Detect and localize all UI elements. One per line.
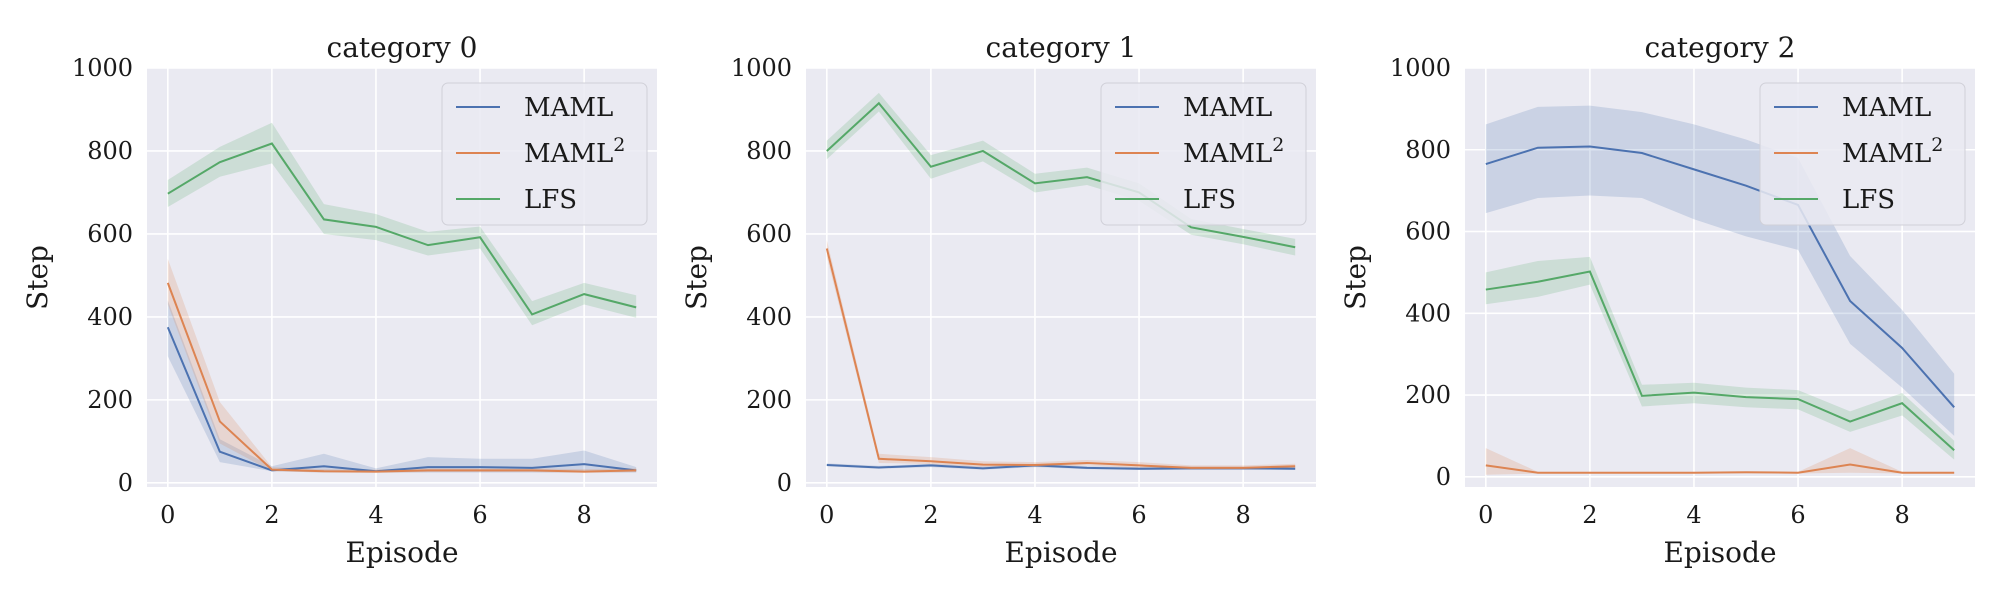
y-axis-label: Step xyxy=(680,245,713,310)
series-line-1 xyxy=(1485,463,1955,474)
legend-label-1: MAML2 xyxy=(1842,134,1943,169)
series-band-0 xyxy=(1485,105,1955,436)
x-axis-label: Episode xyxy=(345,536,458,569)
plot-marks xyxy=(166,122,637,473)
y-tick-label: 0 xyxy=(118,469,133,497)
x-tick-label: 8 xyxy=(1895,501,1910,529)
series-line-2 xyxy=(1485,270,1955,451)
x-tick-label: 4 xyxy=(1686,501,1701,529)
chart-title: category 2 xyxy=(1645,31,1796,64)
y-tick-label: 800 xyxy=(87,137,133,165)
y-tick-label: 200 xyxy=(87,386,133,414)
x-tick-label: 0 xyxy=(160,501,175,529)
legend-box xyxy=(441,82,648,226)
legend-label-text: LFS xyxy=(1842,185,1895,215)
series-line-1 xyxy=(825,248,1296,469)
legend-label-1: MAML2 xyxy=(524,134,625,169)
legend-label-text: LFS xyxy=(1183,185,1236,215)
x-tick-label: 2 xyxy=(1582,501,1597,529)
x-tick-label: 4 xyxy=(368,501,383,529)
y-tick-label: 400 xyxy=(87,303,133,331)
x-tick-label: 6 xyxy=(1131,501,1146,529)
series-band-2 xyxy=(1485,256,1955,460)
x-tick-label: 0 xyxy=(1478,501,1493,529)
y-tick-label: 1000 xyxy=(72,54,133,82)
x-tick-label: 2 xyxy=(923,501,938,529)
legend-label-0: MAML xyxy=(1183,93,1272,123)
legend-label-text: MAML xyxy=(1183,139,1272,169)
legend-label-2: LFS xyxy=(1842,185,1895,215)
legend-label-2: LFS xyxy=(524,185,577,215)
series-band-1 xyxy=(1485,448,1955,475)
legend-label-text: MAML xyxy=(1183,93,1272,123)
y-axis-label: Step xyxy=(21,245,54,310)
x-tick-label: 0 xyxy=(819,501,834,529)
legend-label-text: MAML xyxy=(524,93,613,123)
y-tick-label: 800 xyxy=(1405,136,1451,164)
legend-label-0: MAML xyxy=(524,93,613,123)
series-band-0 xyxy=(167,300,637,473)
plot-marks xyxy=(1485,105,1955,475)
y-tick-label: 200 xyxy=(1405,381,1451,409)
legend-label-text: MAML xyxy=(1842,139,1931,169)
legend-label-superscript: 2 xyxy=(1931,134,1943,156)
legend-label-text: LFS xyxy=(524,185,577,215)
x-tick-label: 4 xyxy=(1027,501,1042,529)
legend-label-text: MAML xyxy=(524,139,613,169)
legend-box xyxy=(1759,82,1966,226)
chart-panel-1: 0 2 4 6 8 0 200 400 600 800 1000 category 1 Episode S… xyxy=(680,31,1316,569)
x-tick-label: 8 xyxy=(577,501,592,529)
y-tick-label: 400 xyxy=(1405,299,1451,327)
chart-panel-0: 0 2 4 6 8 0 200 400 600 800 1000 category 0 Episode S… xyxy=(21,31,657,569)
legend-label-superscript: 2 xyxy=(613,134,625,156)
x-tick-label: 6 xyxy=(472,501,487,529)
legend-label-superscript: 2 xyxy=(1272,134,1284,156)
y-tick-label: 1000 xyxy=(731,54,792,82)
x-axis-label: Episode xyxy=(1663,536,1776,569)
legend-label-2: LFS xyxy=(1183,185,1236,215)
y-tick-label: 600 xyxy=(746,220,792,248)
legend-box xyxy=(1100,82,1307,226)
x-tick-label: 2 xyxy=(264,501,279,529)
series-band-2 xyxy=(167,122,637,326)
x-tick-label: 8 xyxy=(1236,501,1251,529)
y-tick-label: 0 xyxy=(777,469,792,497)
legend-label-0: MAML xyxy=(1842,93,1931,123)
series-line-2 xyxy=(826,101,1296,249)
y-tick-label: 0 xyxy=(1436,463,1451,491)
chart-title: category 0 xyxy=(327,31,478,64)
series-line-0 xyxy=(166,326,637,473)
legend-label-text: MAML xyxy=(1842,93,1931,123)
chart-panel-2: 0 2 4 6 8 0 200 400 600 800 1000 category 2 Episode S… xyxy=(1339,31,1975,569)
x-tick-label: 6 xyxy=(1790,501,1805,529)
y-axis-label: Step xyxy=(1339,245,1372,310)
y-tick-label: 600 xyxy=(87,220,133,248)
series-line-1 xyxy=(166,282,637,473)
y-tick-label: 1000 xyxy=(1390,54,1451,82)
series-line-2 xyxy=(167,142,637,316)
legend-label-1: MAML2 xyxy=(1183,134,1284,169)
y-tick-label: 800 xyxy=(746,137,792,165)
y-tick-label: 200 xyxy=(746,386,792,414)
x-axis-label: Episode xyxy=(1004,536,1117,569)
chart-title: category 1 xyxy=(986,31,1137,64)
y-tick-label: 400 xyxy=(746,303,792,331)
y-tick-label: 600 xyxy=(1405,218,1451,246)
series-line-0 xyxy=(1485,145,1955,408)
